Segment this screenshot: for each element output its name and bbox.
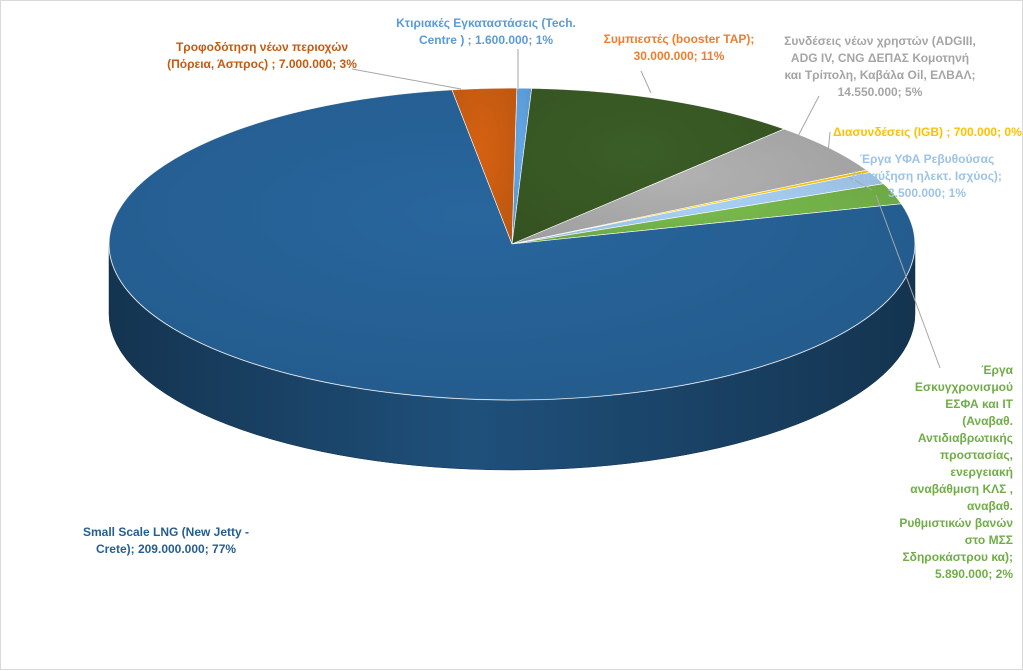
- data-label-2: Συνδέσεις νέων χρηστών (ADGIII, ADG IV, C…: [784, 34, 976, 99]
- data-label-line: στο ΜΣΣ: [965, 533, 1013, 547]
- data-label-line: Τροφοδότηση νέων περιοχών: [176, 40, 348, 54]
- data-label-line: Ρυθμιστικών βανών: [899, 516, 1013, 530]
- data-label-line: αναβαθ.: [967, 499, 1013, 513]
- pie-slice-1: [511, 87, 785, 245]
- pie-top: [108, 87, 916, 401]
- data-label-line: Αντιδιαβρωτικής: [918, 431, 1013, 445]
- data-label-4: Έργα ΥΦΑ Ρεβυθούσας (επαύξηση ηλεκτ. Ισχύ…: [852, 152, 1002, 200]
- data-label-line: Εσκυγχρονισμού: [915, 380, 1013, 394]
- data-label-1: Συμπιεστές (booster TAP); 30.000.000; 11%: [604, 32, 755, 63]
- data-label-line: 30.000.000; 11%: [634, 49, 725, 63]
- leader-line-2: [795, 95, 820, 141]
- data-label-line: ενεργειακή: [950, 465, 1013, 479]
- leader-line-5: [875, 194, 941, 369]
- pie-slice-2: [511, 128, 868, 245]
- data-labels: Κτιριακές Εγκαταστάσεις (Tech. Centre ) ;…: [83, 16, 1022, 581]
- pie-slice-7: [451, 87, 518, 245]
- data-label-line: Κτιριακές Εγκαταστάσεις (Tech.: [396, 16, 576, 30]
- data-label-line: Έργα ΥΦΑ Ρεβυθούσας: [860, 152, 995, 166]
- data-label-line: προστασίας,: [940, 448, 1013, 462]
- data-label-line: ΕΣΦΑ και IT: [945, 397, 1013, 411]
- pie-rim: [108, 87, 916, 401]
- leader-line-1: [640, 70, 652, 94]
- data-label-line: και Τρίπολη, Καβάλα Oil, ΕΛΒΑΛ;: [785, 68, 976, 82]
- data-label-6: Small Scale LNG (New Jetty - Crete); 209.…: [83, 525, 249, 556]
- data-label-line: Συνδέσεις νέων χρηστών (ADGIII,: [784, 34, 976, 48]
- data-label-line: (επαύξηση ηλεκτ. Ισχύος);: [852, 169, 1002, 183]
- data-label-line: αναβάθμιση ΚΛΣ ,: [910, 482, 1013, 496]
- data-label-line: Crete); 209.000.000; 77%: [96, 542, 236, 556]
- data-label-line: 3.500.000; 1%: [888, 186, 966, 200]
- data-label-line: Διασυνδέσεις (IGB) ; 700.000; 0%: [833, 125, 1022, 139]
- leader-line-3: [826, 131, 831, 165]
- data-label-0: Κτιριακές Εγκαταστάσεις (Tech. Centre ) ;…: [396, 16, 576, 47]
- leader-line-7: [351, 68, 462, 90]
- data-label-line: Συμπιεστές (booster TAP);: [604, 32, 755, 46]
- data-label-line: (Αναβαθ.: [962, 414, 1013, 428]
- data-label-line: 5.890.000; 2%: [935, 567, 1013, 581]
- data-label-line: Centre ) ; 1.600.000; 1%: [419, 33, 553, 47]
- data-label-line: ADG IV, CNG ΔΕΠΑΣ Κομοτηνή: [791, 51, 969, 65]
- data-label-7: Τροφοδότηση νέων περιοχών (Πόρεια, Άσπρος…: [167, 40, 357, 71]
- data-label-line: Έργα: [981, 363, 1013, 377]
- data-label-line: 14.550.000; 5%: [838, 85, 923, 99]
- data-label-line: (Πόρεια, Άσπρος) ; 7.000.000; 3%: [167, 57, 357, 71]
- data-label-line: Σδηροκάστρου κα);: [902, 550, 1013, 564]
- data-label-3: Διασυνδέσεις (IGB) ; 700.000; 0%: [833, 125, 1022, 139]
- pie-slice-6: [108, 89, 916, 401]
- data-label-line: Small Scale LNG (New Jetty -: [83, 525, 249, 539]
- data-label-5: Έργα Εσκυγχρονισμού ΕΣΦΑ και IT (Αναβαθ. Αντ…: [899, 363, 1013, 581]
- leader-line-4: [848, 176, 873, 191]
